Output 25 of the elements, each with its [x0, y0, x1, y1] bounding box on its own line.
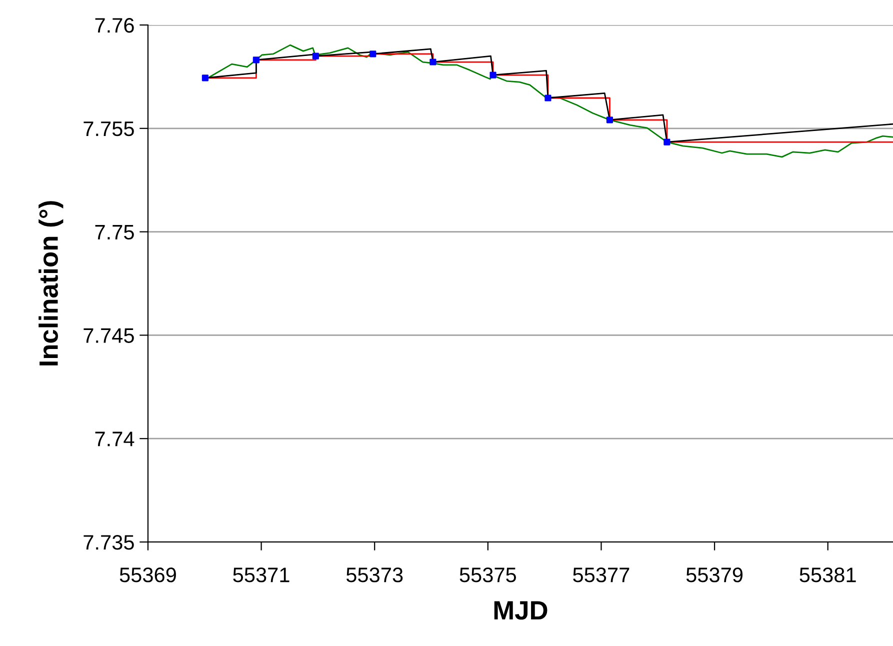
- y-tick-label: 7.735: [84, 534, 134, 550]
- point: [664, 138, 670, 146]
- y-axis-title: Inclination (°): [38, 201, 64, 366]
- point: [202, 74, 208, 82]
- point: [252, 56, 260, 64]
- line-series: [209, 44, 893, 158]
- x-tick-label: 55369: [120, 568, 176, 582]
- point: [544, 94, 552, 102]
- x-axis-title: MJD: [494, 601, 548, 620]
- y-tick-label: 7.745: [84, 328, 134, 343]
- y-tick-label: 7.75: [95, 225, 134, 240]
- x-tick-label: 55375: [460, 568, 516, 582]
- x-tick-label: 55381: [800, 568, 856, 582]
- x-tick-label: 55371: [233, 568, 290, 582]
- y-tick-label: 7.74: [95, 432, 134, 446]
- x-tick-label: 55373: [346, 568, 403, 582]
- point: [370, 50, 376, 58]
- x-tick-label: 55377: [573, 568, 630, 582]
- x-tick-label: 55379: [686, 568, 743, 582]
- y-tick-label: 7.755: [84, 122, 134, 136]
- y-tick-label: 7.76: [95, 18, 134, 33]
- point: [606, 116, 614, 124]
- point: [312, 52, 319, 60]
- point: [490, 72, 496, 78]
- point: [430, 58, 436, 66]
